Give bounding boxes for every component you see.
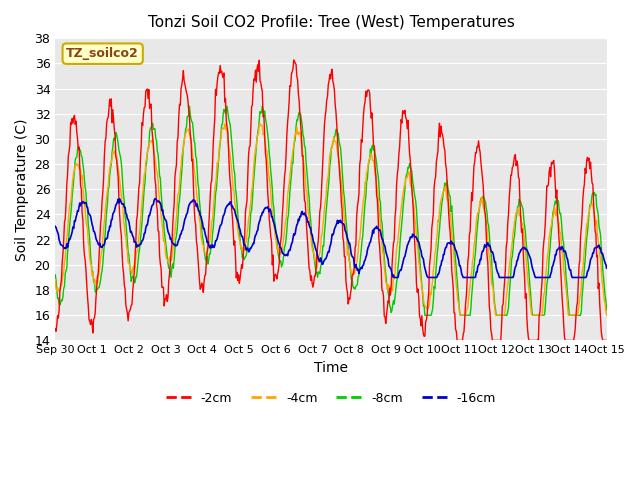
X-axis label: Time: Time xyxy=(314,361,348,375)
Y-axis label: Soil Temperature (C): Soil Temperature (C) xyxy=(15,118,29,261)
Text: TZ_soilco2: TZ_soilco2 xyxy=(67,47,139,60)
Legend: -2cm, -4cm, -8cm, -16cm: -2cm, -4cm, -8cm, -16cm xyxy=(161,387,501,410)
Title: Tonzi Soil CO2 Profile: Tree (West) Temperatures: Tonzi Soil CO2 Profile: Tree (West) Temp… xyxy=(148,15,515,30)
